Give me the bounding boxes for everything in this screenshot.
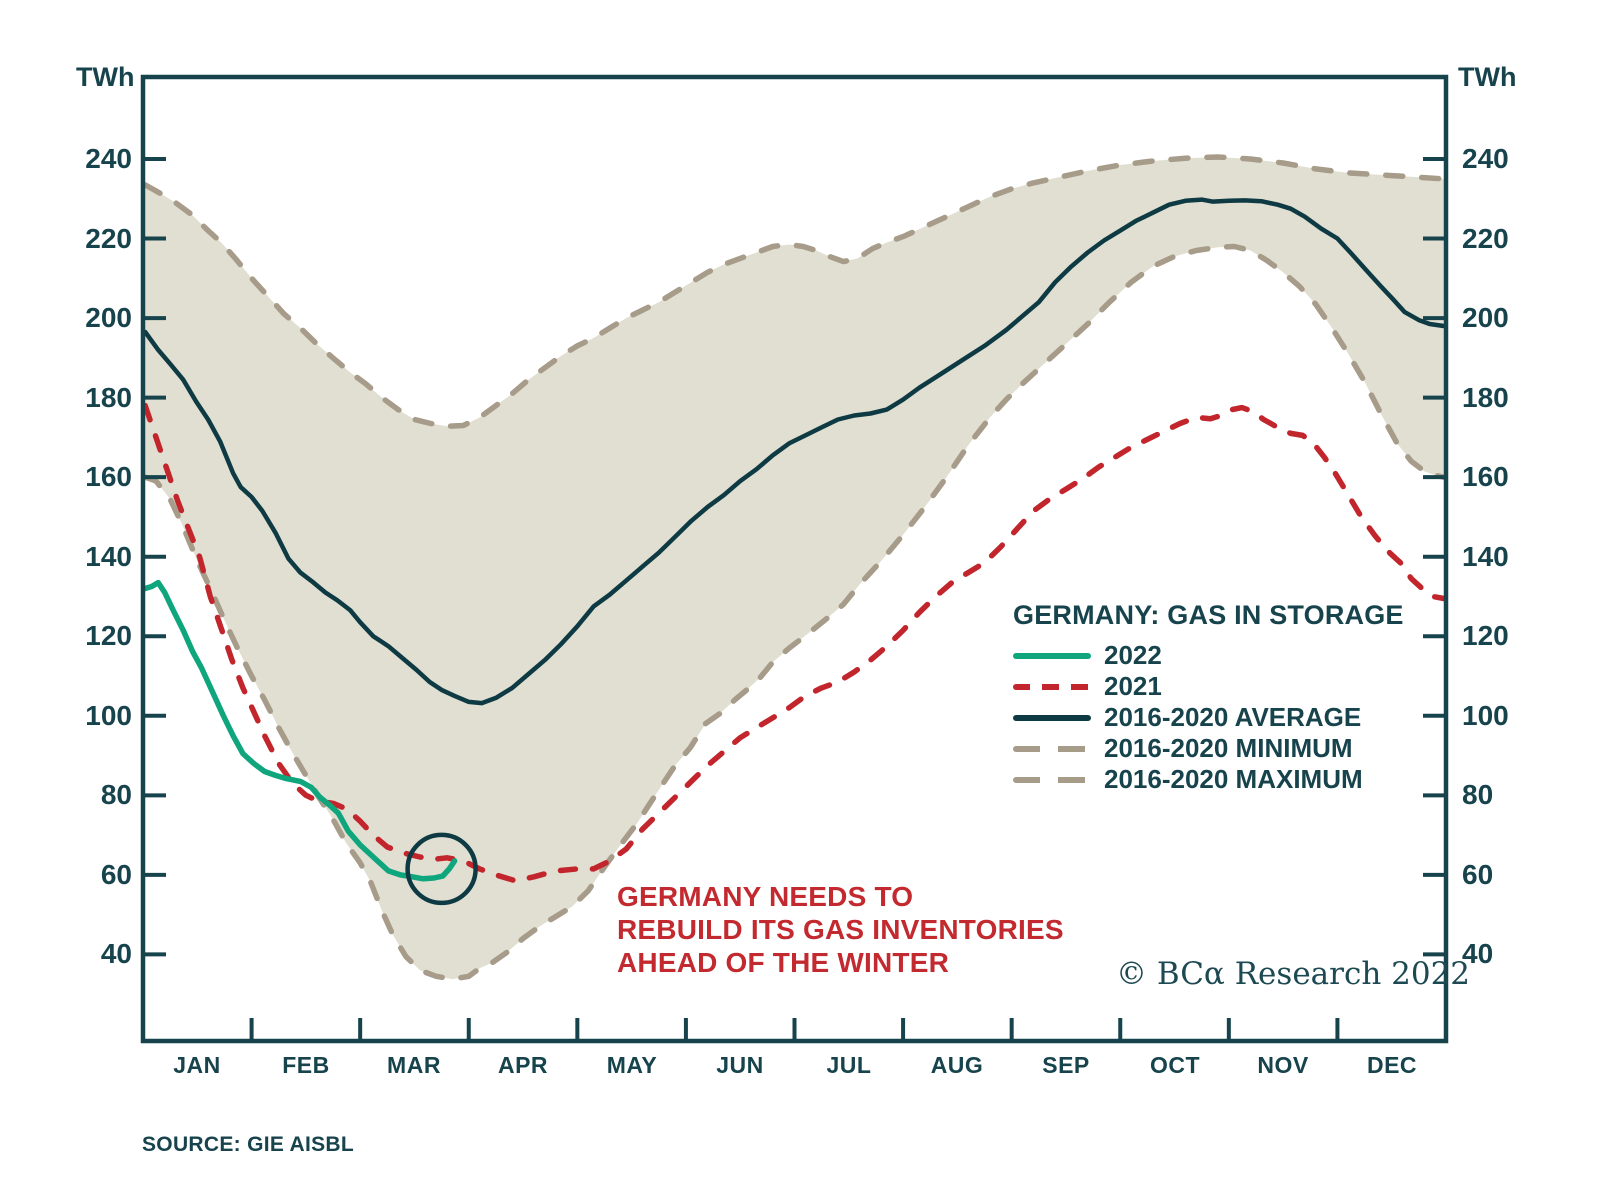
y-axis-label-right-120: 120	[1462, 620, 1509, 652]
x-month-label-apr: APR	[497, 1052, 549, 1078]
legend-label-2021: 2021	[1104, 671, 1162, 701]
y-axis-label-right-220: 220	[1462, 222, 1509, 254]
y-axis-label-left-220: 220	[85, 222, 132, 254]
y-axis-label-left-80: 80	[100, 779, 132, 811]
legend-item-2022: 2022	[1013, 640, 1404, 671]
legend-swatch-2022	[1013, 652, 1091, 659]
line-avg_2016_2020	[142, 197, 1447, 706]
y-axis-label-left-180: 180	[85, 381, 132, 413]
legend-swatch-average	[1013, 714, 1091, 721]
y-axis-label-right-240: 240	[1462, 143, 1509, 174]
legend-label-maximum: 2016-2020 MAXIMUM	[1104, 764, 1363, 794]
annotation-line-3: AHEAD OF THE WINTER	[617, 947, 950, 978]
y-axis-label-right-60: 60	[1462, 858, 1494, 890]
legend-item-maximum: 2016-2020 MAXIMUM	[1013, 764, 1404, 795]
y-axis-label-left-200: 200	[85, 302, 132, 334]
y-axis-label-left-120: 120	[85, 620, 132, 652]
legend-item-average: 2016-2020 AVERAGE	[1013, 702, 1404, 733]
legend: GERMANY: GAS IN STORAGE 2022 2021 2016-2…	[1013, 600, 1404, 795]
highlight-circle	[405, 832, 478, 906]
x-month-label-feb: FEB	[282, 1052, 330, 1078]
legend-label-2022: 2022	[1104, 640, 1162, 670]
annotation-line-2: REBUILD ITS GAS INVENTORIES	[617, 914, 1064, 945]
y-axis-label-right-160: 160	[1462, 461, 1509, 493]
legend-item-minimum: 2016-2020 MINIMUM	[1013, 733, 1404, 764]
x-month-label-oct: OCT	[1149, 1052, 1201, 1078]
x-month-label-may: MAY	[606, 1052, 658, 1078]
y-axis-label-right-100: 100	[1462, 699, 1509, 731]
y-axis-label-right-140: 140	[1462, 540, 1509, 572]
legend-title: GERMANY: GAS IN STORAGE	[1013, 600, 1404, 630]
line-y2021	[142, 402, 1447, 884]
x-month-label-jul: JUL	[826, 1052, 872, 1078]
annotation-line-1: GERMANY NEEDS TO	[617, 881, 914, 912]
legend-swatch-maximum	[1013, 776, 1091, 783]
y-axis-label-left-140: 140	[85, 540, 132, 572]
band-min-max-range	[145, 157, 1444, 980]
y-axis-label-left-60: 60	[100, 858, 132, 890]
line-min_2016_2020	[142, 243, 1447, 982]
legend-label-minimum: 2016-2020 MINIMUM	[1104, 733, 1353, 763]
x-month-label-dec: DEC	[1366, 1052, 1418, 1078]
x-month-label-nov: NOV	[1257, 1052, 1309, 1078]
x-month-label-mar: MAR	[387, 1052, 441, 1078]
x-month-label-aug: AUG	[930, 1052, 984, 1078]
legend-label-average: 2016-2020 AVERAGE	[1104, 702, 1362, 732]
y-axis-label-right-180: 180	[1462, 381, 1509, 413]
y-axis-label-left-100: 100	[85, 699, 132, 731]
line-max_2016_2020	[142, 154, 1447, 430]
y-axis-label-left-240: 240	[85, 143, 132, 174]
x-month-label-sep: SEP	[1042, 1052, 1090, 1078]
legend-swatch-2021	[1013, 683, 1091, 690]
annotation-text: GERMANY NEEDS TO REBUILD ITS GAS INVENTO…	[617, 880, 1064, 979]
x-month-label-jan: JAN	[173, 1052, 221, 1078]
y-axis-label-right-200: 200	[1462, 302, 1509, 334]
y-axis-label-left-40: 40	[100, 938, 132, 970]
legend-swatch-minimum	[1013, 745, 1091, 752]
x-month-label-jun: JUN	[716, 1052, 764, 1078]
copyright-text: © BCα Research 2022	[1116, 956, 1471, 992]
y-axis-unit-right: TWh	[1458, 62, 1517, 92]
y-axis-label-right-40: 40	[1462, 938, 1494, 970]
y-axis-label-left-160: 160	[85, 461, 132, 493]
y-axis-label-right-80: 80	[1462, 779, 1494, 811]
legend-item-2021: 2021	[1013, 671, 1404, 702]
source-text: SOURCE: GIE AISBL	[142, 1133, 355, 1156]
y-axis-unit-left: TWh	[76, 62, 135, 92]
